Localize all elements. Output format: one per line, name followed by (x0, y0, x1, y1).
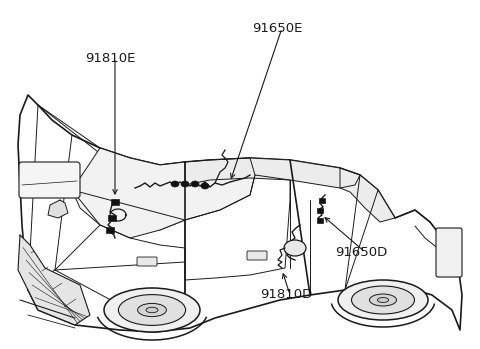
Text: 91810E: 91810E (85, 52, 135, 65)
Bar (108, 215, 116, 221)
Polygon shape (72, 148, 255, 238)
Bar (106, 227, 114, 233)
Polygon shape (18, 95, 462, 332)
Ellipse shape (104, 288, 200, 332)
Ellipse shape (370, 294, 396, 306)
Bar (319, 198, 325, 203)
FancyBboxPatch shape (19, 162, 80, 198)
Ellipse shape (351, 286, 415, 314)
FancyBboxPatch shape (137, 257, 157, 266)
Polygon shape (18, 235, 90, 325)
Bar (111, 199, 119, 205)
Bar (317, 218, 323, 223)
FancyBboxPatch shape (436, 228, 462, 277)
Ellipse shape (191, 181, 199, 187)
Bar (317, 208, 323, 213)
Polygon shape (340, 168, 395, 222)
Text: 91650D: 91650D (335, 245, 387, 259)
Polygon shape (48, 200, 68, 218)
Ellipse shape (284, 240, 306, 256)
Ellipse shape (138, 303, 167, 317)
Text: 91810D: 91810D (260, 289, 312, 302)
Text: 91650E: 91650E (252, 22, 302, 35)
Ellipse shape (201, 183, 209, 189)
Ellipse shape (377, 297, 389, 303)
Ellipse shape (171, 181, 179, 187)
Ellipse shape (119, 295, 186, 325)
FancyBboxPatch shape (247, 251, 267, 260)
Ellipse shape (146, 307, 158, 313)
Polygon shape (185, 158, 360, 188)
Ellipse shape (338, 280, 428, 320)
Ellipse shape (181, 181, 189, 187)
